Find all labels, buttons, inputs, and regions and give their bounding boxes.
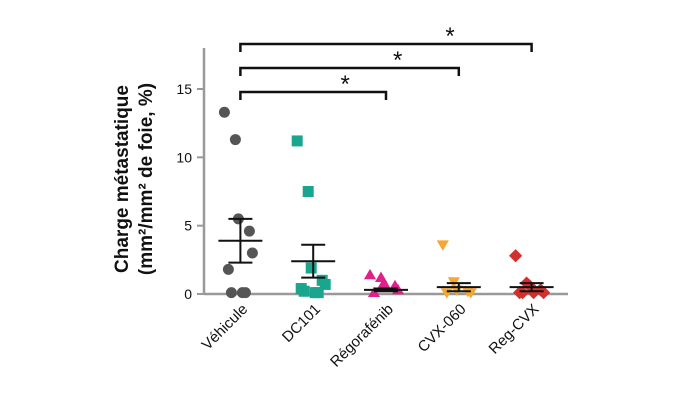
data-point: [222, 263, 234, 275]
data-point: [527, 286, 541, 300]
significance-label: *: [341, 71, 350, 98]
data-point: [363, 268, 377, 280]
data-point: [436, 240, 449, 251]
data-point: [218, 106, 230, 118]
y-axis-label: Charge métastatique: [112, 85, 133, 273]
significance-bracket: [239, 42, 533, 52]
x-tick-label: CVX-060: [415, 301, 470, 356]
data-point: [509, 249, 523, 263]
data-point: [312, 287, 324, 299]
data-point: [302, 186, 314, 197]
x-tick-label: Reg-CVX: [486, 301, 543, 358]
data-point: [229, 134, 241, 146]
y-tick-label: 10: [176, 149, 192, 165]
data-point: [246, 247, 258, 259]
significance-label: *: [393, 47, 402, 74]
data-point: [377, 277, 391, 288]
y-axis-label: (mm²/mm² de foie, %): [136, 83, 157, 275]
significance-bracket: [239, 66, 461, 76]
x-tick-label: DC101: [279, 301, 324, 346]
y-tick-label: 5: [184, 218, 192, 234]
x-tick-label: Véhicule: [199, 301, 252, 354]
y-tick-label: 0: [184, 286, 192, 302]
significance-bracket: [239, 90, 388, 100]
data-point: [239, 287, 251, 299]
data-point: [516, 286, 530, 300]
x-tick-label: Régorafénib: [327, 301, 397, 371]
data-point: [537, 286, 551, 300]
data-point: [243, 225, 255, 237]
data-point: [225, 287, 237, 299]
data-point: [319, 278, 331, 290]
data-point: [298, 285, 310, 297]
data-point: [291, 135, 303, 147]
data-point: [305, 262, 317, 274]
y-tick-label: 15: [176, 81, 192, 97]
significance-label: *: [445, 23, 454, 50]
